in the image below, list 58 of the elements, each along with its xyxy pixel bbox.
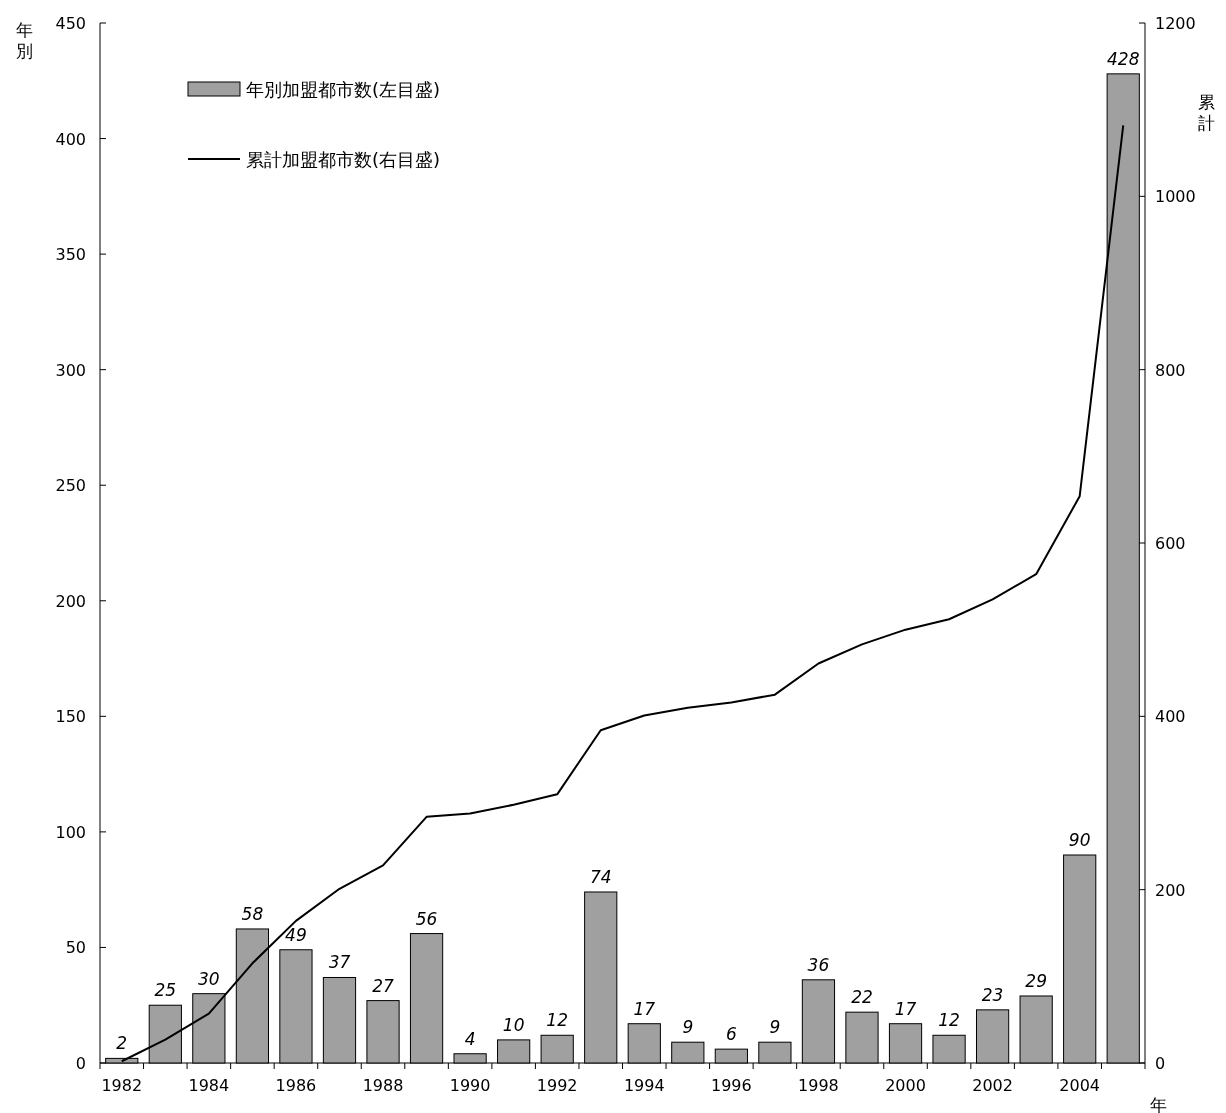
y-axis-title: 年別 [15,20,33,61]
x-tick-label: 1988 [362,1076,404,1095]
y2-tick-label: 400 [1155,707,1186,727]
data-label: 9 [769,1017,781,1038]
y-tick-label: 300 [55,360,86,380]
legend-label: 年別加盟都市数(左目盛) [246,79,441,100]
x-tick-label: 1990 [449,1076,491,1095]
x-axis-title: 年 [1149,1095,1167,1113]
y-tick-label: 200 [55,591,86,611]
y2-tick-label: 600 [1155,534,1186,553]
data-label: 30 [198,968,220,989]
data-label: 2 [116,1033,128,1054]
x-tick-label: 2000 [885,1076,926,1095]
data-label: 90 [1068,830,1091,850]
y-tick-label: 100 [55,822,86,842]
data-label: 17 [894,998,917,1019]
data-label: 49 [285,924,307,945]
y2-tick-label: 1200 [1155,14,1196,33]
data-label: 12 [938,1010,960,1031]
y2-tick-label: 0 [1155,1054,1166,1073]
x-tick-label: 1992 [536,1076,578,1095]
data-label: 17 [633,998,656,1019]
data-label: 4 [464,1028,476,1049]
legend-label: 累計加盟都市数(右目盛) [246,149,441,170]
data-label: 74 [589,866,612,887]
y-tick-label: 450 [55,14,86,33]
data-label: 37 [328,952,351,973]
y2-tick-label: 800 [1155,360,1186,380]
y-tick-label: 0 [75,1054,86,1073]
data-label: 9 [682,1017,694,1038]
y-tick-label: 50 [65,938,86,958]
y2-tick-label: 1000 [1155,187,1196,207]
data-label: 56 [415,908,438,929]
data-label: 29 [1025,970,1047,991]
data-label: 12 [546,1010,569,1031]
x-tick-label: 1986 [275,1076,317,1095]
data-label: 10 [502,1014,525,1035]
y-tick-label: 350 [55,245,86,265]
data-label: 6 [725,1024,737,1045]
x-tick-label: 2004 [1059,1076,1101,1095]
y-tick-label: 400 [55,129,86,149]
x-tick-label: 2002 [972,1076,1013,1095]
data-label: 25 [154,980,177,1001]
x-tick-label: 1984 [188,1076,230,1095]
x-tick-label: 1982 [101,1076,143,1095]
y-tick-label: 250 [55,476,86,496]
data-label: 22 [851,987,873,1008]
data-label: 36 [807,954,830,975]
y2-tick-label: 200 [1155,880,1186,900]
y-tick-label: 150 [55,707,86,727]
data-label: 428 [1107,48,1140,69]
data-label: 58 [241,903,264,924]
data-label: 27 [372,975,395,996]
y2-axis-title: 累計 [1197,92,1215,133]
data-label: 23 [981,984,1004,1005]
x-tick-label: 1998 [798,1076,839,1095]
x-tick-label: 1994 [623,1076,665,1095]
x-tick-label: 1996 [710,1076,752,1095]
